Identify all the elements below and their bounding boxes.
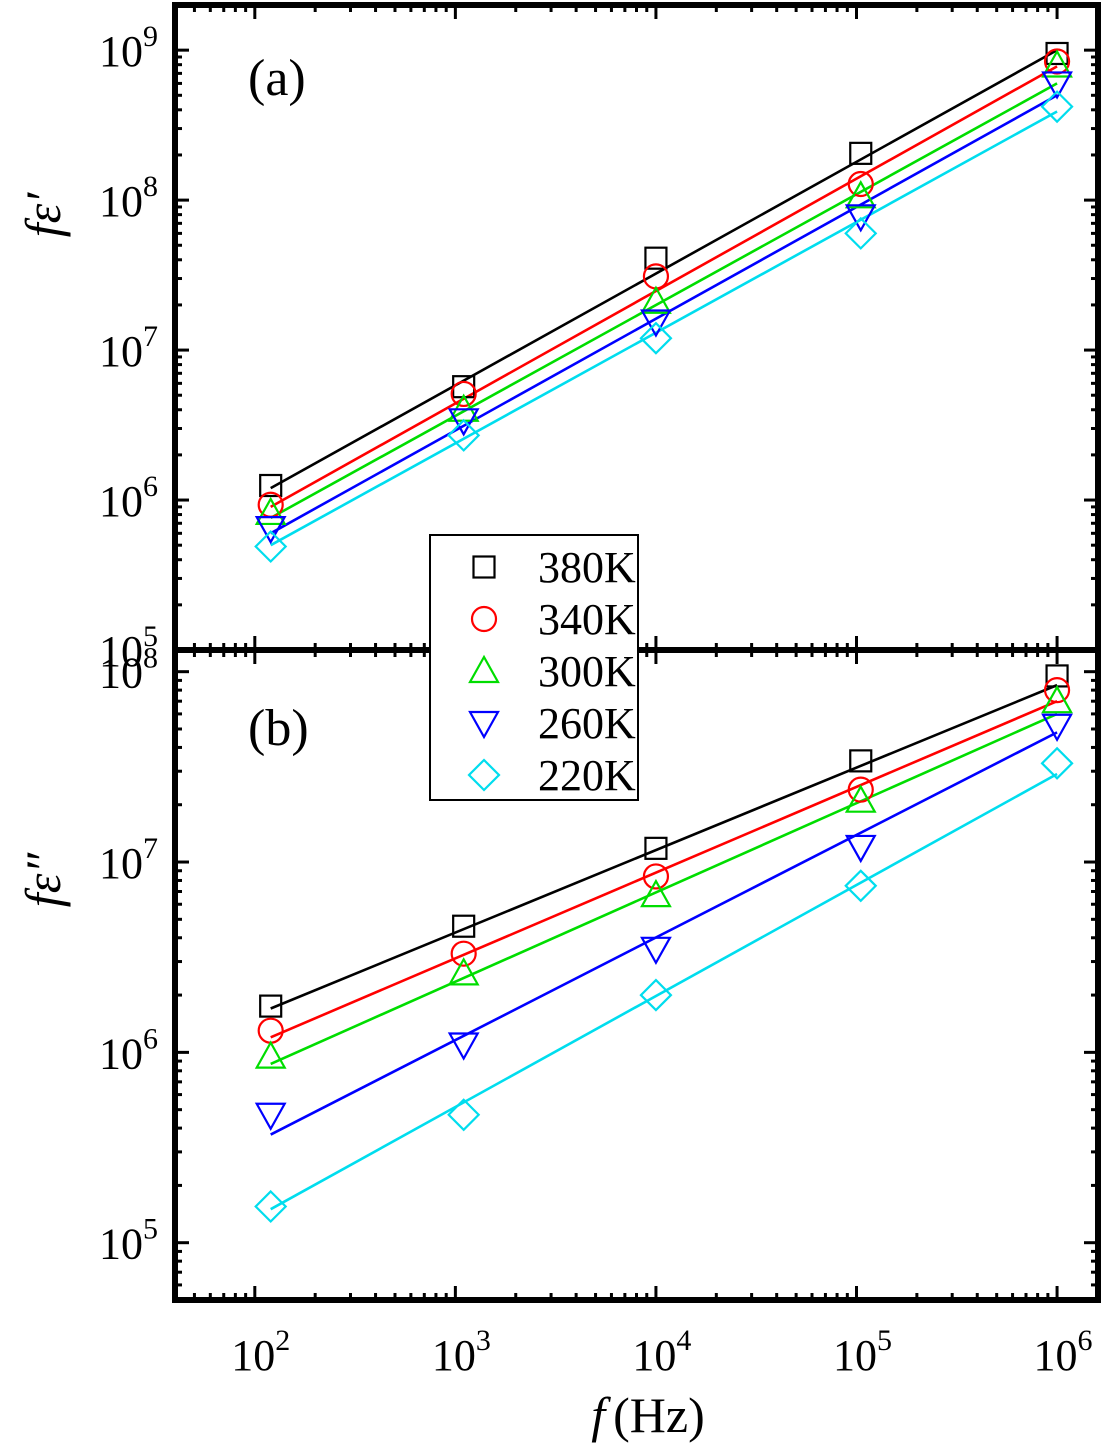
x-tick-label-0: 102 xyxy=(231,1324,290,1380)
legend-label-300K: 300K xyxy=(538,647,636,696)
marker-220K-2 xyxy=(639,321,673,355)
marker-300K-4 xyxy=(1041,49,1073,78)
fit-lines-b xyxy=(270,683,1058,1211)
x-tick-labels: 102 103 104 105 106 xyxy=(231,1324,1092,1380)
legend-marker-380K xyxy=(472,555,496,579)
marker-300K-3 xyxy=(844,180,877,209)
y-tick-label-b-1: 106 xyxy=(99,1022,158,1078)
fit-line-220K xyxy=(270,110,1058,547)
marker-220K-3 xyxy=(844,216,878,250)
marker-300K-2 xyxy=(640,285,672,314)
marker-340K-1 xyxy=(450,380,477,408)
marker-220K-4 xyxy=(1040,90,1074,124)
marker-220K-3 xyxy=(844,869,878,903)
fit-line-300K xyxy=(270,712,1058,1066)
marker-380K-1 xyxy=(452,914,476,938)
x-tick-label-1: 103 xyxy=(432,1324,491,1380)
y-axis-label-b: fε″ xyxy=(15,852,71,908)
marker-380K-4 xyxy=(1045,41,1069,66)
marker-260K-1 xyxy=(447,1032,480,1061)
fit-line-260K xyxy=(270,94,1058,535)
marker-300K-2 xyxy=(640,878,672,908)
marker-340K-2 xyxy=(642,863,670,890)
marker-300K-0 xyxy=(254,496,287,526)
x-tick-label-2: 104 xyxy=(632,1324,691,1380)
marker-380K-3 xyxy=(849,141,873,165)
marker-380K-0 xyxy=(259,994,283,1018)
panel-label-b: (b) xyxy=(248,700,309,757)
legend-marker-260K xyxy=(468,710,500,740)
marker-300K-1 xyxy=(447,957,480,986)
marker-220K-4 xyxy=(1040,746,1074,780)
y-tick-label-b-0: 105 xyxy=(99,1213,158,1269)
legend-marker-300K xyxy=(468,654,500,684)
panel-label-a: (a) xyxy=(248,50,306,107)
marker-380K-2 xyxy=(644,246,668,270)
legend-box xyxy=(429,534,639,801)
marker-260K-2 xyxy=(640,309,672,338)
y-tick-label-a-3: 108 xyxy=(99,170,158,226)
marker-340K-3 xyxy=(847,170,874,198)
legend-label-220K: 220K xyxy=(538,751,636,800)
y-tick-label-b-2: 107 xyxy=(99,832,158,888)
fit-line-380K xyxy=(270,683,1058,1010)
marker-220K-0 xyxy=(254,1189,288,1224)
panel-a: 105 106 107 108 109 (a) fε′ xyxy=(15,2,1101,676)
y-tick-label-a-1: 106 xyxy=(99,470,158,526)
marker-340K-3 xyxy=(847,776,874,803)
fit-line-220K xyxy=(270,772,1058,1211)
x-tick-label-4: 106 xyxy=(1034,1324,1093,1380)
y-tick-label-a-0: 105 xyxy=(99,620,158,676)
marker-300K-0 xyxy=(254,1040,287,1069)
marker-220K-0 xyxy=(254,529,288,564)
legend-label-340K: 340K xyxy=(538,595,636,644)
marker-220K-1 xyxy=(447,418,481,452)
y-tick-labels-b: 105 106 107 108 xyxy=(99,642,158,1269)
legend-label-380K: 380K xyxy=(538,543,636,592)
y-tick-label-a-2: 107 xyxy=(99,320,158,376)
marker-380K-0 xyxy=(259,473,283,498)
marker-300K-4 xyxy=(1041,684,1073,714)
marker-300K-3 xyxy=(844,784,877,813)
x-axis-label-unit: (Hz) xyxy=(613,1387,705,1443)
marker-260K-0 xyxy=(254,515,287,545)
marker-220K-2 xyxy=(639,978,673,1012)
y-tick-labels-a: 105 106 107 108 109 xyxy=(99,20,158,676)
marker-260K-4 xyxy=(1041,713,1073,742)
marker-260K-3 xyxy=(844,204,877,233)
legend-label-260K: 260K xyxy=(538,699,636,748)
marker-220K-1 xyxy=(447,1098,481,1132)
markers-a xyxy=(254,41,1074,564)
marker-260K-2 xyxy=(640,936,672,966)
marker-260K-1 xyxy=(447,408,480,437)
fit-line-340K xyxy=(270,699,1058,1039)
marker-340K-4 xyxy=(1043,677,1071,704)
marker-260K-0 xyxy=(254,1102,287,1132)
legend-marker-340K xyxy=(470,605,498,633)
y-tick-label-b-3: 108 xyxy=(99,642,158,698)
legend-marker-220K xyxy=(467,758,501,792)
marker-340K-1 xyxy=(450,940,477,967)
y-axis-label-a: fε′ xyxy=(15,192,71,238)
fit-line-260K xyxy=(270,731,1058,1136)
markers-b xyxy=(254,664,1074,1224)
x-tick-label-3: 105 xyxy=(833,1324,892,1380)
y-tick-label-a-4: 109 xyxy=(99,20,158,76)
marker-260K-3 xyxy=(844,834,877,864)
marker-380K-3 xyxy=(849,749,873,773)
marker-380K-2 xyxy=(644,836,668,860)
marker-260K-4 xyxy=(1041,71,1073,100)
